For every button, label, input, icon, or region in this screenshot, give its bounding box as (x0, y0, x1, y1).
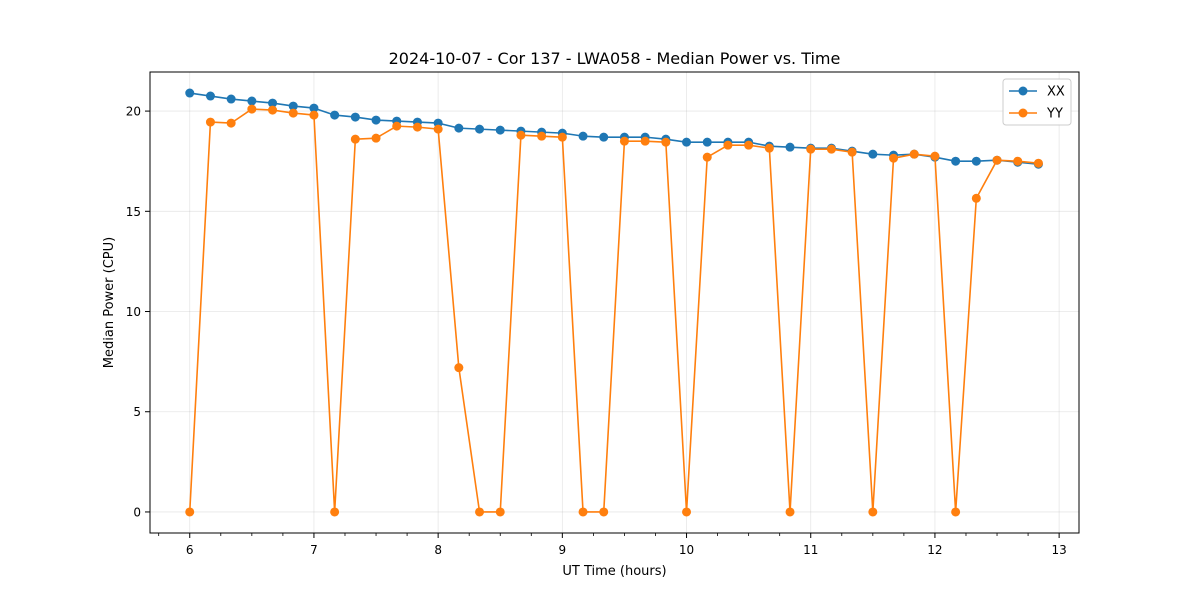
series-xx-point (309, 103, 319, 113)
chart-title: 2024-10-07 - Cor 137 - LWA058 - Median P… (389, 49, 841, 68)
series-yy-point (806, 144, 816, 154)
series-yy-point (661, 137, 671, 147)
legend-entry-xx: XX (1009, 85, 1065, 100)
series-xx-point (702, 137, 712, 147)
series-yy-point (268, 105, 278, 115)
series-yy-point (475, 507, 485, 517)
y-tick-label: 15 (126, 205, 141, 219)
series-yy-point (1033, 158, 1043, 168)
series-yy-point (578, 507, 588, 517)
series-xx-point (599, 132, 609, 142)
y-tick-label: 5 (133, 405, 141, 419)
series-yy-point (412, 122, 422, 132)
y-tick-label: 10 (126, 305, 141, 319)
x-tick-label: 7 (310, 543, 318, 557)
series-xx-point (868, 149, 878, 159)
series-xx-point (185, 88, 195, 98)
series-yy-point (826, 144, 836, 154)
x-tick-label: 12 (927, 543, 942, 557)
series-yy-point (454, 363, 464, 373)
x-tick-label: 13 (1051, 543, 1066, 557)
legend-entry-yy: YY (1009, 107, 1063, 122)
series-yy-point (205, 117, 215, 127)
series-yy-point (723, 140, 733, 150)
legend-label-yy: YY (1046, 107, 1063, 122)
series-xx-point (951, 156, 961, 166)
series-yy-point (433, 124, 443, 134)
series-yy-point (764, 143, 774, 153)
series-yy-point (392, 121, 402, 131)
series-yy-point (744, 140, 754, 150)
series-xx-point (226, 94, 236, 104)
series-yy-point (599, 507, 609, 517)
series-xx-point (578, 131, 588, 141)
axis-ticks: 6 7 8 9 10 11 12 13 0 5 10 15 20 (126, 105, 1067, 557)
legend-marker-xx (1018, 86, 1028, 96)
series-yy-point (288, 108, 298, 118)
series-yy-point (951, 507, 961, 517)
series-yy-point (889, 153, 899, 163)
series-yy-point (909, 149, 919, 159)
series-xx-point (268, 98, 278, 108)
series-yy-point (557, 132, 567, 142)
series-xx-point (682, 137, 692, 147)
series-yy-point (516, 130, 526, 140)
series-xx-point (971, 156, 981, 166)
y-tick-label: 20 (126, 105, 141, 119)
series-yy-point (185, 507, 195, 517)
series-xx-point (454, 123, 464, 133)
x-tick-label: 9 (559, 543, 567, 557)
x-tick-label: 10 (679, 543, 694, 557)
x-tick-label: 11 (803, 543, 818, 557)
series-xx-point (330, 110, 340, 120)
y-tick-label: 0 (133, 505, 141, 519)
series-yy-point (330, 507, 340, 517)
series-yy-point (309, 110, 319, 120)
series-yy-point (785, 507, 795, 517)
series-yy-point (247, 104, 257, 114)
x-axis-label: UT Time (hours) (562, 564, 666, 579)
series-xx-point (205, 91, 215, 101)
series-yy-point (371, 133, 381, 143)
series-xx-point (495, 125, 505, 135)
series-xx-point (288, 101, 298, 111)
series-xx-point (785, 142, 795, 152)
series-yy-point (640, 136, 650, 146)
series-layer (185, 88, 1043, 517)
series-yy-point (847, 147, 857, 157)
series-yy-point (868, 507, 878, 517)
series-xx-point (247, 96, 257, 106)
series-yy-point (226, 118, 236, 128)
series-xx-point (350, 112, 360, 122)
legend-marker-yy (1018, 108, 1028, 118)
legend: XX YY (1002, 78, 1072, 126)
legend-label-xx: XX (1047, 85, 1065, 100)
series-yy-point (495, 507, 505, 517)
series-yy-point (930, 151, 940, 161)
plot-area-frame (149, 71, 1080, 534)
series-yy-point (1013, 156, 1023, 166)
series-yy-point (537, 131, 547, 141)
y-axis-label: Median Power (CPU) (102, 237, 117, 368)
series-yy-point (682, 507, 692, 517)
series-xx-point (371, 115, 381, 125)
series-yy (185, 104, 1043, 517)
series-yy-point (619, 136, 629, 146)
series-yy-point (971, 193, 981, 203)
series-yy-point (702, 152, 712, 162)
series-xx-point (475, 124, 485, 134)
series-yy-point (350, 134, 360, 144)
x-tick-label: 6 (186, 543, 194, 557)
x-tick-label: 8 (434, 543, 442, 557)
series-yy-point (992, 155, 1002, 165)
